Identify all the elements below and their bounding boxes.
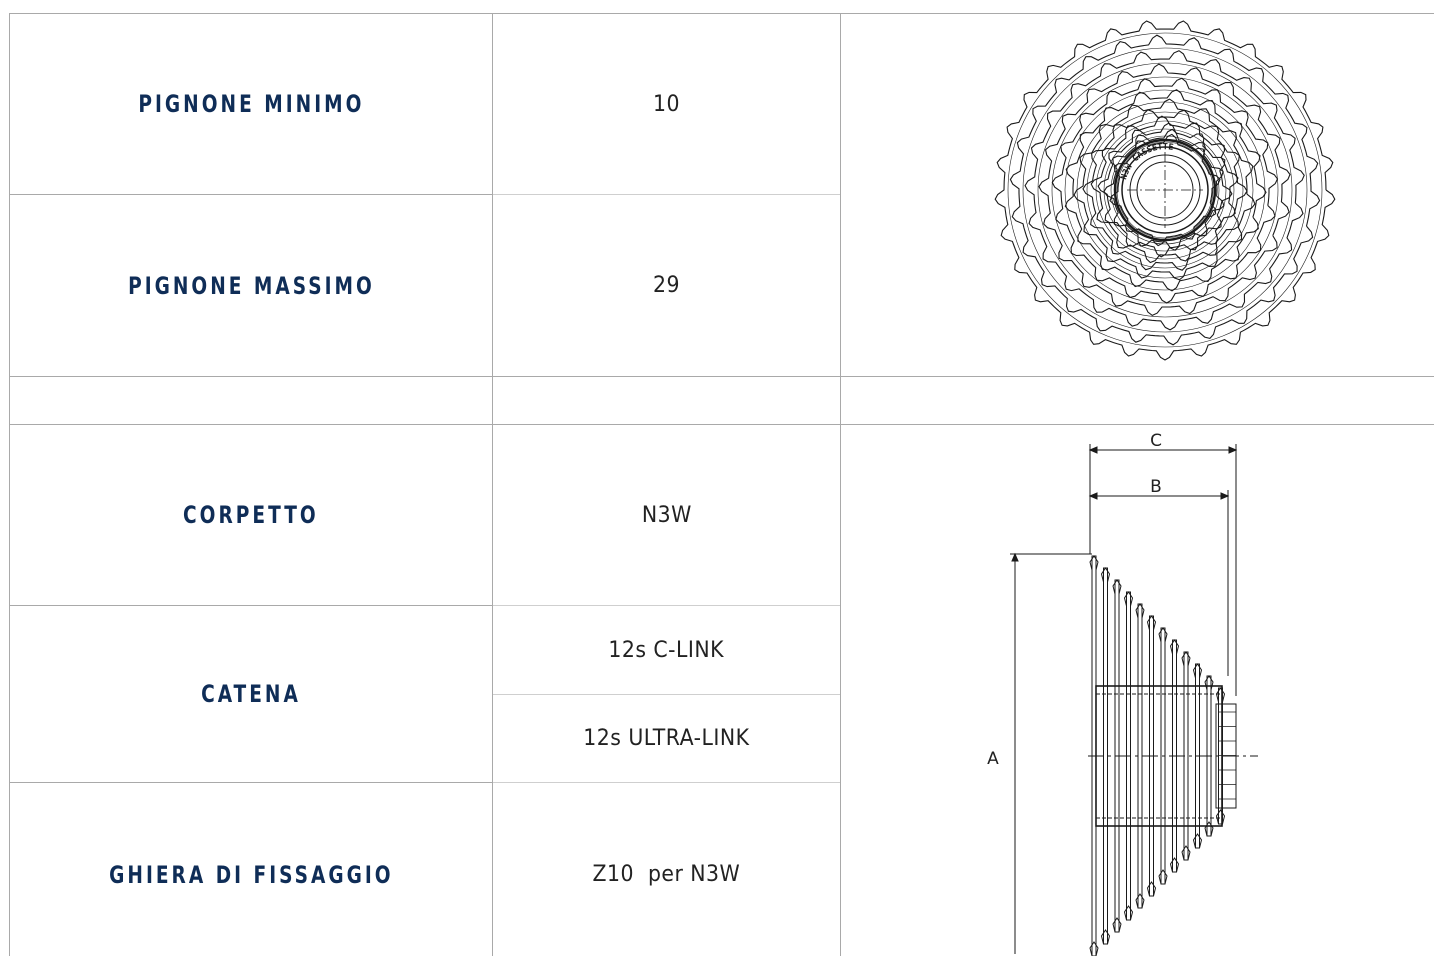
dimension-label-a: A xyxy=(987,749,999,769)
row-label-cell: CATENA xyxy=(10,606,492,782)
row-value: Z10 per N3W xyxy=(592,862,741,887)
sprocket-tooth xyxy=(1100,929,1111,945)
grid-line xyxy=(493,782,840,783)
sprocket-outline xyxy=(1073,98,1256,281)
grid-line xyxy=(492,13,493,956)
row-value: 10 xyxy=(653,91,680,117)
row-label: GHIERA DI FISSAGGIO xyxy=(108,860,394,889)
sprocket-ring xyxy=(1086,111,1244,269)
grid-line xyxy=(10,782,493,783)
sprocket-tooth xyxy=(1169,857,1180,873)
sprocket-tooth xyxy=(1112,579,1122,595)
sprocket-outline xyxy=(1038,63,1291,317)
row-value: 12s ULTRA-LINK xyxy=(583,726,750,751)
sprocket-ring xyxy=(1051,76,1279,304)
sprocket-tooth xyxy=(1181,845,1191,861)
row-value-cell: 10 xyxy=(493,14,840,194)
sprocket-ring xyxy=(1103,128,1227,252)
sprocket-outline xyxy=(1009,34,1321,346)
row-label: CORPETTO xyxy=(183,501,319,529)
sprocket-tooth xyxy=(1181,651,1191,667)
grid-line xyxy=(10,194,493,195)
sprocket-tooth xyxy=(1123,591,1134,607)
sprocket-outline xyxy=(1090,115,1239,264)
grid-line xyxy=(9,13,10,956)
lockring xyxy=(1215,703,1237,809)
sprocket-tooth xyxy=(1089,941,1099,956)
sprocket-tooth xyxy=(1100,567,1111,583)
grid-line xyxy=(840,13,841,956)
grid-line xyxy=(493,605,840,606)
sprocket-tooth xyxy=(1215,809,1226,825)
row-value: N3W xyxy=(641,502,692,528)
sprocket-tooth xyxy=(1089,555,1099,571)
sprocket-plate xyxy=(1137,603,1143,909)
sprocket-tooth xyxy=(1204,821,1214,837)
row-label: PIGNONE MINIMO xyxy=(137,90,364,118)
grid-line xyxy=(10,376,1434,377)
sprocket-outline xyxy=(1024,50,1305,331)
sprocket-tooth xyxy=(1135,893,1145,909)
row-value: 29 xyxy=(653,273,680,298)
row-label: PIGNONE MASSIMO xyxy=(127,271,375,300)
sprocket-ring xyxy=(1007,32,1323,348)
sprocket-outline xyxy=(1064,89,1267,292)
sprocket-tooth xyxy=(1146,881,1157,897)
row-value-cell: 12s ULTRA-LINK xyxy=(493,695,840,782)
sprocket-ring xyxy=(1022,47,1308,333)
sprocket-tooth xyxy=(1158,627,1168,643)
sprocket-tooth xyxy=(1112,917,1122,933)
grid-line xyxy=(10,424,1434,425)
sprocket-tooth xyxy=(1158,869,1168,885)
row-value-cell: N3W xyxy=(493,425,840,605)
sprocket-tooth xyxy=(1169,639,1180,655)
sprocket-tooth xyxy=(1215,687,1226,703)
row-label-cell: PIGNONE MASSIMO xyxy=(10,195,492,376)
row-value-cell xyxy=(493,377,840,424)
sprocket-tooth xyxy=(1204,675,1214,691)
row-value-cell: Z10 per N3W xyxy=(493,783,840,966)
cassette-side-view-drawing: C B A xyxy=(987,431,1258,956)
grid-line xyxy=(10,13,1434,14)
row-label-cell: GHIERA DI FISSAGGIO xyxy=(10,783,492,966)
grid-line xyxy=(493,194,840,195)
row-value: 12s C-LINK xyxy=(608,637,725,663)
cassette-front-view-drawing: N3W CASSETTE xyxy=(994,20,1336,361)
sprocket-tooth xyxy=(1146,615,1157,631)
sprocket-outline xyxy=(1109,133,1221,247)
dimension-label-c: C xyxy=(1150,431,1162,451)
sprocket-ring xyxy=(1037,62,1293,318)
hub-body xyxy=(1095,685,1223,827)
row-label-cell: PIGNONE MINIMO xyxy=(10,14,492,194)
row-value-cell: 29 xyxy=(493,195,840,376)
sprocket-tooth xyxy=(1123,905,1134,921)
sprocket-outline xyxy=(1051,77,1279,304)
grid-line xyxy=(10,605,493,606)
sprocket-tooth xyxy=(1192,663,1203,679)
sprocket-plate xyxy=(1103,567,1108,945)
sprocket-tooth xyxy=(1192,833,1203,849)
dimension-label-b: B xyxy=(1150,477,1162,497)
sprocket-outline xyxy=(1082,109,1248,271)
row-label-cell: CORPETTO xyxy=(10,425,492,605)
grid-line xyxy=(493,694,840,695)
sprocket-outline xyxy=(1097,122,1233,258)
sprocket-ring xyxy=(1116,141,1214,239)
row-label: CATENA xyxy=(201,680,301,708)
sprocket-tooth xyxy=(1135,603,1145,619)
row-value-cell: 12s C-LINK xyxy=(493,606,840,694)
row-label-cell xyxy=(10,377,492,424)
sprocket-outline xyxy=(994,20,1336,361)
